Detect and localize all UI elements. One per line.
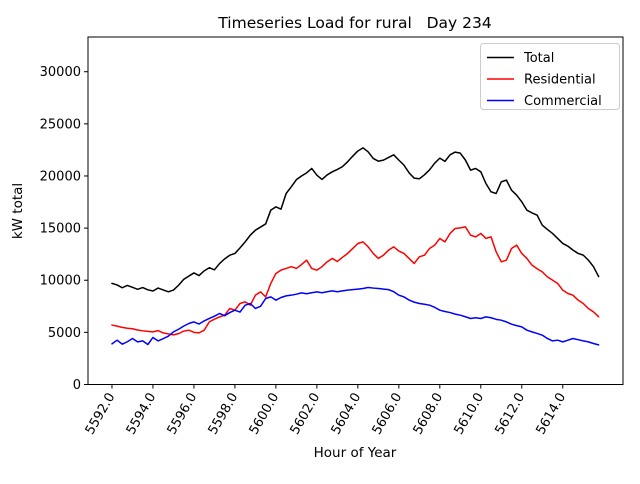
y-tick-label: 15000: [40, 222, 81, 237]
legend-label-commercial: Commercial: [524, 94, 602, 109]
x-tick-label: 5596.0: [165, 391, 201, 438]
y-tick-label: 20000: [40, 169, 81, 184]
x-tick-label: 5614.0: [533, 391, 569, 438]
x-axis-ticks: 5592.0 5594.0 5596.0 5598.0 5600.0 5602.0 5604…: [83, 384, 569, 438]
x-tick-label: 5602.0: [288, 391, 324, 438]
chart-title: Timeseries Load for rural Day 234: [217, 14, 491, 32]
plot-area: [87, 36, 624, 385]
y-axis-label: kW total: [10, 183, 26, 239]
y-tick-label: 10000: [40, 274, 81, 289]
y-axis-ticks: 0 5000 10000 15000 20000 25000 30000: [40, 65, 88, 393]
y-tick-label: 0: [73, 378, 81, 393]
x-tick-label: 5606.0: [370, 391, 406, 438]
plot-lines: [111, 147, 600, 346]
x-tick-label: 5610.0: [452, 391, 488, 438]
x-tick-label: 5604.0: [329, 391, 365, 438]
x-tick-label: 5608.0: [411, 391, 447, 438]
y-tick-label: 5000: [48, 326, 81, 341]
y-tick-label: 30000: [40, 65, 81, 80]
x-axis-label: Hour of Year: [314, 445, 397, 461]
series-line-total: [111, 147, 600, 293]
x-tick-label: 5598.0: [206, 391, 242, 438]
x-tick-label: 5594.0: [124, 391, 160, 438]
legend-label-residential: Residential: [524, 73, 596, 88]
x-tick-label: 5592.0: [83, 391, 119, 438]
series-line-commercial: [111, 286, 600, 346]
series-line-residential: [111, 226, 600, 336]
x-tick-label: 5600.0: [247, 391, 283, 438]
legend-box: [480, 43, 620, 110]
legend: Total Residential Commercial: [480, 43, 620, 110]
y-tick-label: 25000: [40, 117, 81, 132]
legend-label-total: Total: [523, 51, 554, 66]
x-tick-label: 5612.0: [493, 391, 529, 438]
